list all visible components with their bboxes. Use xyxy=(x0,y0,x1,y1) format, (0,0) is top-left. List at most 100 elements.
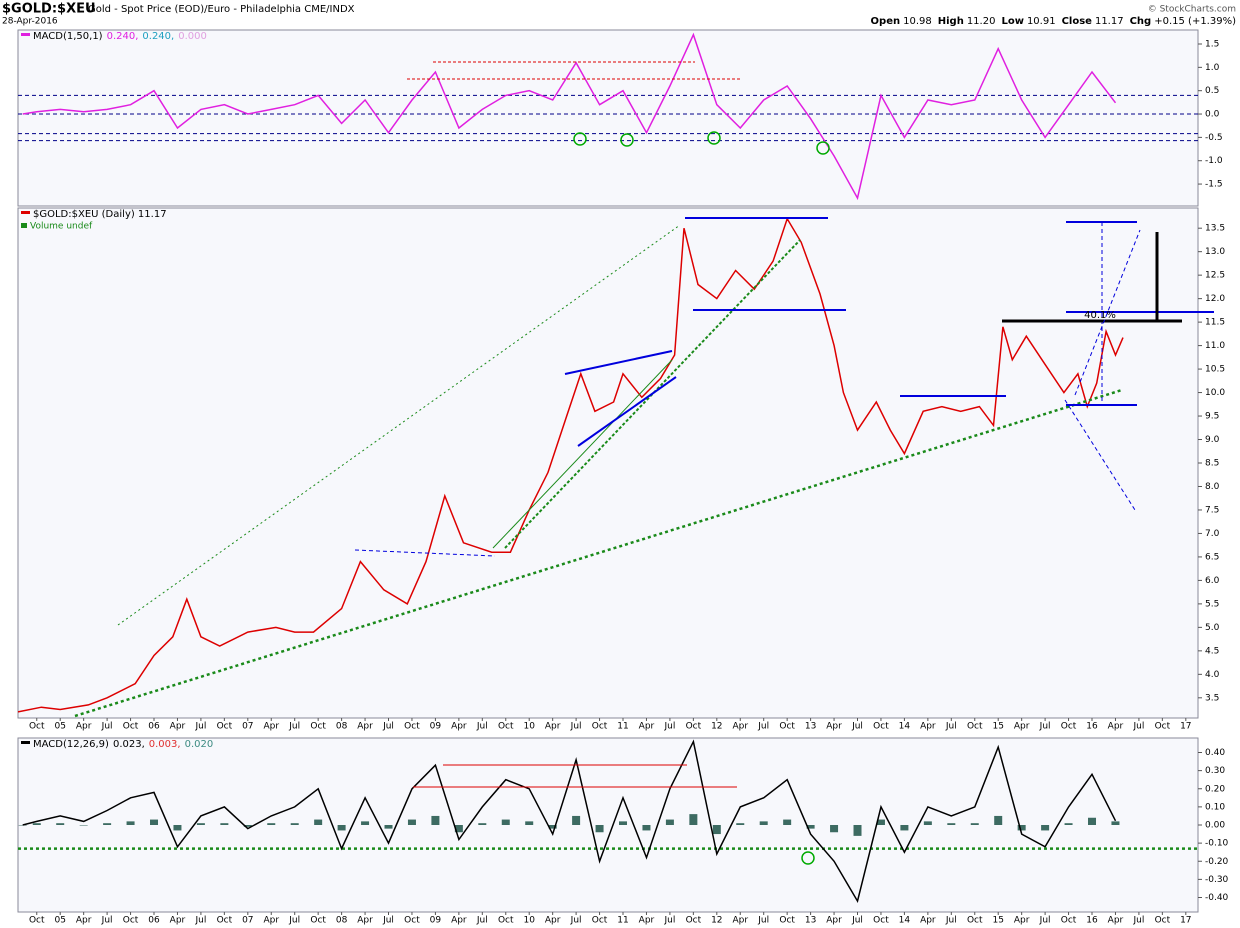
legend-value: 0.020 xyxy=(185,739,214,750)
x-tick-label: Apr xyxy=(1014,916,1030,926)
legend-value: 0.240, xyxy=(142,31,174,42)
x-tick-label: 14 xyxy=(899,722,911,732)
legend-value: 0.003, xyxy=(149,739,181,750)
x-tick-label: Jul xyxy=(1132,916,1144,926)
y-tick-label: 4.5 xyxy=(1205,646,1219,656)
date: 28-Apr-2016 xyxy=(2,17,58,27)
x-tick-label: Jul xyxy=(194,722,206,732)
x-tick-label: Oct xyxy=(123,722,139,732)
x-tick-label: Apr xyxy=(545,916,561,926)
legend-name: $GOLD:$XEU (Daily) 11.17 xyxy=(33,209,167,220)
x-tick-label: 17 xyxy=(1180,916,1191,926)
histogram-bar xyxy=(454,825,463,833)
x-tick-label: 08 xyxy=(336,916,348,926)
x-tick-label: Jul xyxy=(851,722,863,732)
x-tick-label: Apr xyxy=(357,916,373,926)
y-tick-label: 1.5 xyxy=(1205,40,1219,50)
quote-value: 11.20 xyxy=(967,16,996,27)
y-tick-label: 11.0 xyxy=(1205,341,1225,351)
histogram-bar xyxy=(126,821,135,825)
x-tick-label: 15 xyxy=(992,916,1003,926)
x-tick-label: 08 xyxy=(336,722,348,732)
histogram-bar xyxy=(478,823,487,825)
y-tick-label: -1.0 xyxy=(1205,156,1223,166)
x-tick-label: Oct xyxy=(1061,722,1077,732)
legend-note: Volume undef xyxy=(30,222,93,232)
x-tick-label: 16 xyxy=(1086,722,1098,732)
y-tick-label: 10.0 xyxy=(1205,388,1225,398)
panel-bg xyxy=(17,207,1199,719)
legend-swatch xyxy=(21,223,27,228)
quote-label: Open xyxy=(871,16,901,27)
marker-circle xyxy=(707,131,721,145)
annotation: 40.1% xyxy=(1084,310,1116,321)
x-tick-label: 15 xyxy=(992,722,1003,732)
x-tick-label: 14 xyxy=(899,916,911,926)
histogram-bar xyxy=(314,819,323,825)
histogram-bar xyxy=(689,814,698,825)
histogram-bar xyxy=(876,819,885,825)
y-tick-label: 6.0 xyxy=(1205,576,1220,586)
histogram-bar xyxy=(970,823,979,825)
histogram-bar xyxy=(619,821,628,825)
channel-line xyxy=(1064,399,1136,511)
panel-bg xyxy=(17,29,1199,207)
y-tick-label: 0.30 xyxy=(1205,766,1225,776)
y-tick-label: 1.0 xyxy=(1205,63,1220,73)
x-tick-label: Jul xyxy=(382,916,394,926)
x-tick-label: 05 xyxy=(54,722,65,732)
histogram-bar xyxy=(501,819,510,825)
x-tick-label: Jul xyxy=(570,916,582,926)
histogram-bar xyxy=(1041,825,1050,831)
y-tick-label: 12.5 xyxy=(1205,271,1225,281)
x-tick-label: Apr xyxy=(920,722,936,732)
histogram-bar xyxy=(56,823,65,825)
legend-swatch xyxy=(21,33,30,36)
annotations: 40.1% xyxy=(74,61,1214,865)
histogram-bar xyxy=(830,825,839,833)
histogram-bar xyxy=(642,825,651,831)
y-tick-label: -1.5 xyxy=(1205,180,1223,190)
quote-value: +0.15 (+1.39%) xyxy=(1154,16,1236,27)
description: Gold - Spot Price (EOD)/Euro - Philadelp… xyxy=(88,4,355,15)
x-tick-label: Apr xyxy=(451,722,467,732)
x-tick-label: Jul xyxy=(101,722,113,732)
x-tick-label: 10 xyxy=(523,722,535,732)
x-tick-label: 12 xyxy=(711,916,722,926)
histogram-bar xyxy=(853,825,862,836)
y-tick-label: 7.5 xyxy=(1205,505,1219,515)
wedge-line xyxy=(564,350,673,375)
histogram-bar xyxy=(267,823,276,825)
x-tick-label: Oct xyxy=(404,916,420,926)
x-tick-label: Apr xyxy=(920,916,936,926)
x-tick-label: Apr xyxy=(263,722,279,732)
legend-name: MACD(12,26,9) xyxy=(33,739,109,750)
legend-text: MACD(12,26,9) 0.023, 0.003, 0.020 xyxy=(33,739,213,750)
y-tick-label: 7.0 xyxy=(1205,529,1220,539)
histogram-bar xyxy=(220,823,229,825)
histogram-bar xyxy=(525,821,534,825)
x-tick-label: Apr xyxy=(639,916,655,926)
histogram-bar xyxy=(32,823,41,825)
histogram-bar xyxy=(150,819,159,825)
legend-swatch xyxy=(21,741,30,744)
x-tick-label: Apr xyxy=(357,722,373,732)
y-tick-label: 11.5 xyxy=(1205,318,1225,328)
histogram-bar xyxy=(1064,823,1073,825)
copyright: © StockCharts.com xyxy=(1148,5,1236,15)
x-tick-label: Jul xyxy=(476,916,488,926)
quote-value: 11.17 xyxy=(1095,16,1124,27)
histogram-bar xyxy=(337,825,346,831)
x-tick-label: Apr xyxy=(451,916,467,926)
y-tick-label: 0.20 xyxy=(1205,784,1225,794)
histogram-bar xyxy=(595,825,604,833)
x-tick-label: Oct xyxy=(592,722,608,732)
x-tick-label: 16 xyxy=(1086,916,1098,926)
x-tick-label: Oct xyxy=(1155,916,1171,926)
x-tick-label: Jul xyxy=(757,722,769,732)
x-tick-label: Apr xyxy=(826,722,842,732)
histogram-bar xyxy=(18,825,27,826)
legend-text: $GOLD:$XEU (Daily) 11.17 xyxy=(33,209,167,220)
x-tick-label: Oct xyxy=(498,722,514,732)
y-tick-label: -0.20 xyxy=(1205,857,1229,867)
